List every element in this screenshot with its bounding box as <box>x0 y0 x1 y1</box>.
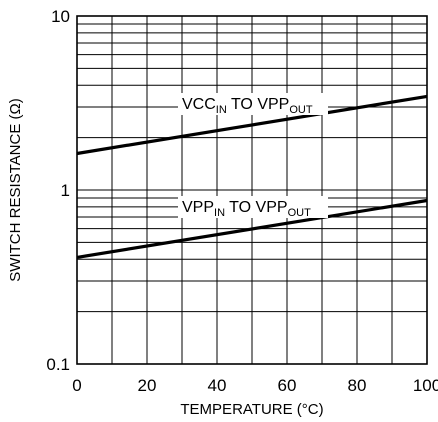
label-text: TO VPP <box>225 199 288 216</box>
series-layer <box>76 94 428 259</box>
series-line-2 <box>76 198 428 259</box>
y-tick-label: 0.1 <box>46 355 70 374</box>
plot-frame <box>76 15 428 365</box>
series-line-1 <box>76 94 428 156</box>
y-axis-label: SWITCH RESISTANCE (Ω) <box>7 98 24 281</box>
label-subscript: OUT <box>289 104 313 116</box>
x-tick-label: 100 <box>413 376 438 395</box>
label-subscript: OUT <box>288 207 312 219</box>
x-tick-label: 80 <box>348 376 367 395</box>
x-tick-label: 60 <box>278 376 297 395</box>
label-text: TO VPP <box>227 96 290 113</box>
y-tick-label: 10 <box>51 7 70 26</box>
x-tick-label: 20 <box>138 376 157 395</box>
label-text: VPP <box>182 199 214 216</box>
series-label-1: VCCIN TO VPPOUT <box>182 96 313 116</box>
series-label-background <box>178 196 328 218</box>
y-tick-label: 1 <box>61 181 70 200</box>
series-label-2: VPPIN TO VPPOUT <box>182 199 311 219</box>
grid <box>76 15 428 365</box>
x-tick-label: 40 <box>208 376 227 395</box>
label-text: VCC <box>182 96 216 113</box>
x-axis-label: TEMPERATURE (°C) <box>180 401 323 418</box>
x-tick-label: 0 <box>72 376 81 395</box>
series-label-background <box>178 93 328 115</box>
label-subscript: IN <box>216 104 227 116</box>
tick-labels: 0 20 40 60 80 100 0.1 1 10 <box>46 7 438 395</box>
label-subscript: IN <box>214 207 225 219</box>
